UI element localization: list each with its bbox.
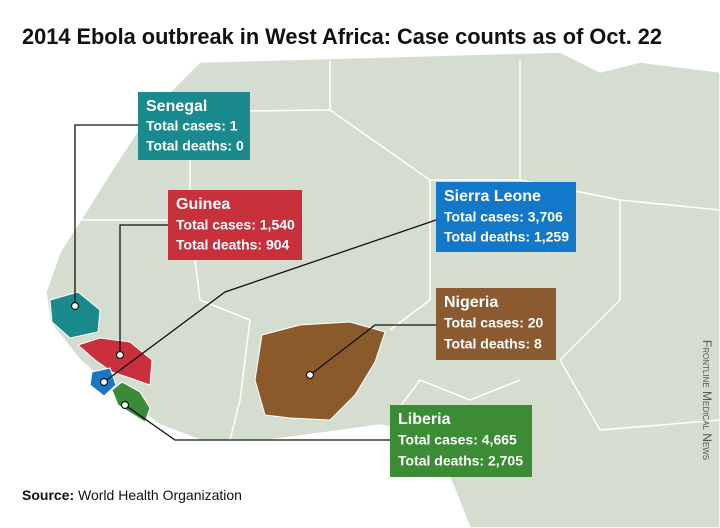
label-box: Sierra Leone Total cases: 3,706 Total de… xyxy=(436,182,576,252)
marker xyxy=(115,350,125,360)
cases: Total cases: 1 xyxy=(146,118,238,134)
marker xyxy=(70,301,80,311)
deaths: Total deaths: 8 xyxy=(444,336,542,352)
label-box: Nigeria Total cases: 20 Total deaths: 8 xyxy=(436,288,556,360)
deaths: Total deaths: 1,259 xyxy=(444,229,569,245)
label-box: Guinea Total cases: 1,540 Total deaths: … xyxy=(168,190,302,260)
leader-line xyxy=(124,404,390,441)
box-bg xyxy=(390,405,532,477)
country-name: Nigeria xyxy=(444,294,498,311)
marker xyxy=(120,400,130,410)
leader-line xyxy=(103,219,437,383)
country-name: Liberia xyxy=(398,411,451,428)
box-bg xyxy=(436,288,556,360)
box-bg xyxy=(168,190,302,260)
box-bg xyxy=(138,92,250,160)
country-guinea xyxy=(77,337,153,386)
cases: Total cases: 3,706 xyxy=(444,209,563,225)
source-text: World Health Organization xyxy=(78,487,242,503)
country-name: Sierra Leone xyxy=(444,188,541,205)
marker xyxy=(99,377,109,387)
credit: Frontline Medical News xyxy=(700,340,714,460)
land xyxy=(45,51,720,528)
source: Source: World Health Organization xyxy=(22,487,242,503)
deaths: Total deaths: 0 xyxy=(146,138,244,154)
country-senegal xyxy=(49,291,101,339)
label-box: Liberia Total cases: 4,665 Total deaths:… xyxy=(390,405,532,477)
leader-line xyxy=(309,324,436,376)
leader-line xyxy=(74,124,138,306)
leader-line xyxy=(119,224,168,355)
cases: Total cases: 4,665 xyxy=(398,432,517,448)
country-liberia xyxy=(111,381,151,423)
label-box: Senegal Total cases: 1 Total deaths: 0 xyxy=(138,92,250,160)
title: 2014 Ebola outbreak in West Africa: Case… xyxy=(22,24,662,49)
box-bg xyxy=(436,182,576,252)
source-label: Source: xyxy=(22,487,74,503)
country-name: Guinea xyxy=(176,196,230,213)
deaths: Total deaths: 2,705 xyxy=(398,453,523,469)
country-nigeria xyxy=(254,321,386,421)
country-name: Senegal xyxy=(146,98,207,115)
cases: Total cases: 1,540 xyxy=(176,217,295,233)
cases: Total cases: 20 xyxy=(444,315,544,331)
deaths: Total deaths: 904 xyxy=(176,237,290,253)
marker xyxy=(305,370,315,380)
